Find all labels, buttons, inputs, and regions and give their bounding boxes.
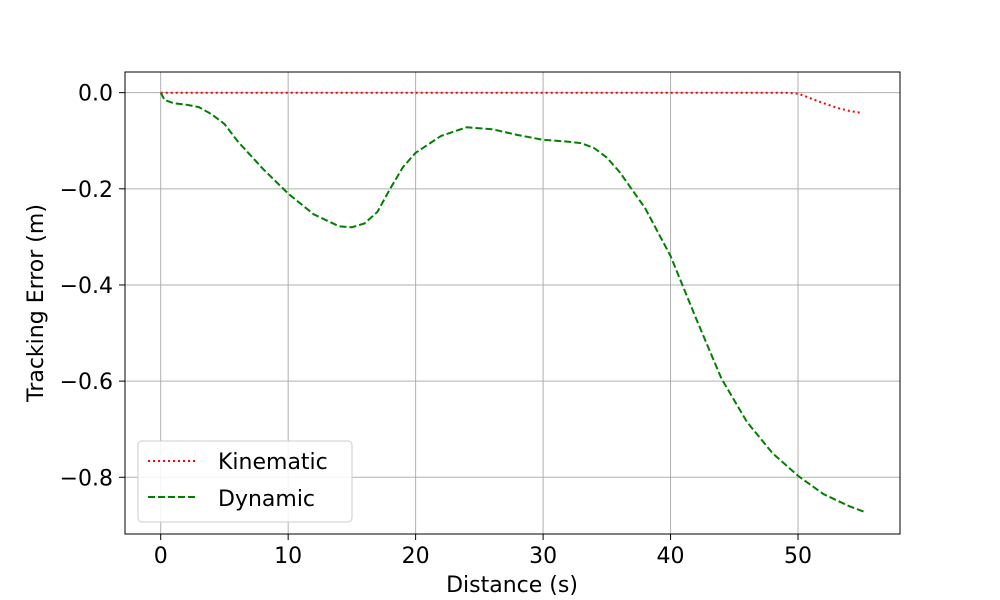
x-tick-label: 10 bbox=[274, 544, 302, 569]
x-tick-label: 20 bbox=[402, 544, 430, 569]
x-tick-label: 40 bbox=[657, 544, 685, 569]
series-line-dynamic bbox=[159, 92, 865, 513]
legend: Kinematic Dynamic bbox=[137, 440, 353, 523]
axes-frame bbox=[124, 71, 901, 535]
x-tick-label: 50 bbox=[784, 544, 812, 569]
plot-area bbox=[159, 91, 865, 513]
legend-label-kinematic: Kinematic bbox=[218, 450, 328, 475]
axis-ticks: 0 10 20 30 40 50 0.0 −0.2 −0.4 −0.6 −0.8 bbox=[60, 82, 812, 569]
y-tick-label: −0.8 bbox=[60, 466, 113, 491]
y-tick-label: −0.6 bbox=[60, 370, 113, 395]
y-tick-label: −0.2 bbox=[60, 178, 113, 203]
series-line-kinematic bbox=[160, 91, 862, 114]
y-tick-label: 0.0 bbox=[78, 82, 113, 107]
x-axis-label: Distance (s) bbox=[446, 573, 578, 598]
legend-box bbox=[137, 440, 353, 523]
x-tick-label: 30 bbox=[529, 544, 557, 569]
legend-label-dynamic: Dynamic bbox=[218, 487, 315, 512]
y-tick-label: −0.4 bbox=[60, 274, 113, 299]
x-tick-label: 0 bbox=[154, 544, 168, 569]
y-axis-label: Tracking Error (m) bbox=[24, 204, 49, 403]
